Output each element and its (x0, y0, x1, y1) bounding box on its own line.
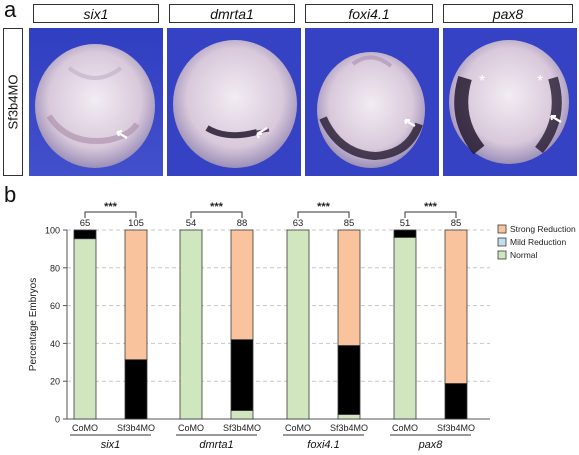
significance-bracket-dmrta1 (190, 211, 243, 218)
legend-swatch-2 (497, 250, 507, 260)
embryo-photo-six1 (29, 28, 163, 176)
gene-group-label-foxi4.1: foxi4.1 (307, 439, 339, 451)
gene-header-dmrta1: dmrta1 (169, 4, 295, 23)
bar-pax8-Sf3b4MO-strong (444, 229, 468, 384)
significance-bracket-pax8 (404, 211, 457, 218)
n-label-pax8-Sf3b4MO: 85 (451, 218, 462, 229)
bar-foxi4.1-CoMO-normal (286, 229, 310, 420)
significance-bracket-six1 (84, 211, 137, 218)
star-marker-right: * (537, 73, 543, 90)
x-tick-label-six1-Sf3b4MO: Sf3b4MO (117, 423, 155, 433)
y-tick-label-40: 40 (50, 339, 60, 349)
legend-swatch-0 (497, 224, 507, 234)
n-label-pax8-CoMO: 51 (400, 218, 411, 229)
n-label-six1-CoMO: 65 (80, 218, 91, 229)
panel-a-letter: a (4, 0, 17, 22)
bar-dmrta1-Sf3b4MO-mild (230, 339, 254, 411)
bar-six1-Sf3b4MO-mild (124, 359, 148, 420)
stacked-bar-chart: 0 20 40 60 80 100 Percentage Embryos 65 CoMO 105 S… (28, 201, 576, 451)
significance-bracket-foxi4.1 (297, 211, 350, 218)
bar-six1-Sf3b4MO-strong (124, 229, 148, 361)
gene-group-label-pax8: pax8 (418, 439, 444, 451)
legend-label-0: Strong Reduction (510, 224, 576, 234)
legend-swatch-1 (497, 237, 507, 247)
star-marker-left: * (479, 73, 485, 90)
bar-pax8-Sf3b4MO-mild (444, 383, 468, 420)
x-tick-label-pax8-CoMO: CoMO (392, 423, 418, 433)
significance-label-foxi4.1: *** (317, 201, 331, 213)
y-axis-label: Percentage Embryos (28, 278, 39, 371)
gene-group-label-dmrta1: dmrta1 (199, 439, 233, 451)
row-label: Sf3b4MO (5, 74, 21, 130)
bar-six1-CoMO-normal (73, 238, 97, 420)
y-tick-label-80: 80 (50, 263, 60, 273)
n-label-dmrta1-Sf3b4MO: 88 (237, 218, 248, 229)
x-tick-label-foxi4.1-Sf3b4MO: Sf3b4MO (330, 423, 368, 433)
x-tick-label-six1-CoMO: CoMO (72, 423, 98, 433)
n-label-dmrta1-CoMO: 54 (186, 218, 197, 229)
bar-pax8-CoMO-mild (393, 229, 417, 238)
gene-group-label-six1: six1 (101, 439, 121, 451)
significance-label-pax8: *** (424, 201, 438, 213)
n-label-six1-Sf3b4MO: 105 (128, 218, 144, 229)
y-tick-label-0: 0 (55, 415, 60, 425)
embryo-photo-dmrta1 (167, 28, 301, 176)
bar-foxi4.1-Sf3b4MO-mild (337, 345, 361, 415)
significance-label-dmrta1: *** (210, 201, 224, 213)
bar-pax8-CoMO-normal (393, 236, 417, 420)
bar-dmrta1-Sf3b4MO-normal (230, 410, 254, 420)
gene-header-pax8: pax8 (443, 4, 573, 23)
legend-label-1: Mild Reduction (510, 237, 566, 247)
x-tick-label-pax8-Sf3b4MO: Sf3b4MO (437, 423, 475, 433)
n-label-foxi4.1-Sf3b4MO: 85 (344, 218, 355, 229)
bar-dmrta1-CoMO-normal (179, 229, 203, 420)
y-tick-label-20: 20 (50, 377, 60, 387)
gene-header-foxi4.1: foxi4.1 (305, 4, 433, 23)
y-tick-label-60: 60 (50, 301, 60, 311)
x-tick-label-dmrta1-Sf3b4MO: Sf3b4MO (223, 423, 261, 433)
significance-label-six1: *** (104, 201, 118, 213)
embryo-photo-foxi4.1 (305, 28, 439, 176)
x-tick-label-foxi4.1-CoMO: CoMO (285, 423, 311, 433)
gene-header-six1: six1 (33, 4, 159, 23)
panel-b-letter: b (4, 182, 17, 207)
legend-label-2: Normal (510, 250, 538, 260)
n-label-foxi4.1-CoMO: 63 (293, 218, 304, 229)
x-tick-label-dmrta1-CoMO: CoMO (178, 423, 204, 433)
bar-dmrta1-Sf3b4MO-strong (230, 229, 254, 341)
bar-foxi4.1-Sf3b4MO-strong (337, 229, 361, 346)
row-label-box: Sf3b4MO (3, 28, 23, 176)
embryo-photo-pax8: * * (443, 28, 577, 176)
y-tick-label-100: 100 (45, 226, 60, 236)
bar-foxi4.1-Sf3b4MO-normal (337, 414, 361, 420)
bar-six1-CoMO-mild (73, 229, 97, 240)
